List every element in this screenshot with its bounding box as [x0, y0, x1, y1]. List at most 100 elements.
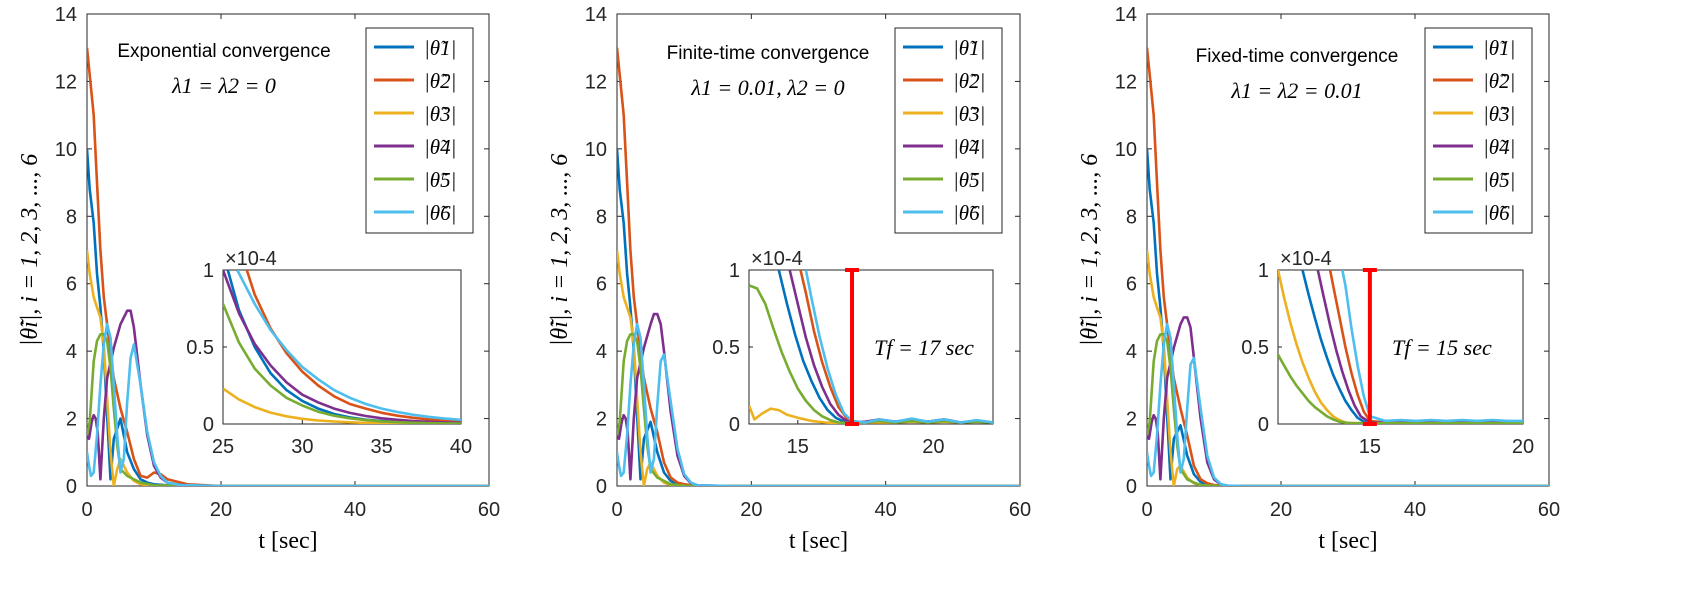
x-axis-label: t [sec] [789, 528, 848, 554]
y-tick-label: 2 [1126, 409, 1137, 431]
x-tick-label: 0 [611, 499, 622, 521]
inset-y-tick-label: 1 [203, 260, 214, 282]
series-lines [87, 47, 489, 486]
y-tick-label: 8 [596, 206, 607, 228]
annotation-params: λ1 = 0.01, λ2 = 0 [690, 75, 844, 100]
inset-exponent-label: ×10-4 [225, 248, 277, 270]
legend-label-2: |θ̃2| [1483, 69, 1515, 93]
legend: |θ̃1| |θ̃2| |θ̃3| |θ̃4| |θ̃5| |θ̃6| [365, 27, 474, 234]
legend-label-5: |θ̃5| [424, 168, 456, 192]
legend-label-1: |θ̃1| [424, 36, 456, 60]
legend: |θ̃1| |θ̃2| |θ̃3| |θ̃4| |θ̃5| |θ̃6| [1424, 27, 1533, 234]
y-axis-label: |θ̃i|, i = 1, 2, 3, ..., 6 [1077, 154, 1103, 347]
inset-y-tick-label: 0 [729, 414, 740, 436]
inset-y-tick-label: 0.5 [712, 337, 740, 359]
series-line-5 [617, 333, 1020, 486]
inset-series-line-5 [223, 303, 461, 424]
inset: 0 0.5 1 25 30 35 40 ×10-4 [186, 248, 472, 458]
x-tick-label: 20 [1270, 499, 1292, 521]
legend-label-4: |θ̃4| [1483, 135, 1515, 159]
annotation-params: λ1 = λ2 = 0.01 [1230, 78, 1362, 103]
series-line-6 [617, 322, 1020, 486]
y-tick-label: 0 [596, 476, 607, 498]
x-tick-label: 60 [1009, 499, 1031, 521]
y-axis-label: |θ̃i|, i = 1, 2, 3, ..., 6 [17, 154, 43, 347]
x-axis-label: t [sec] [258, 528, 317, 554]
y-tick-label: 6 [66, 274, 77, 296]
x-tick-label: 60 [1538, 499, 1560, 521]
inset-exponent-label: ×10-4 [1280, 248, 1332, 270]
series-lines [617, 47, 1020, 486]
y-tick-label: 8 [1126, 206, 1137, 228]
inset-series-line-6 [1341, 270, 1523, 423]
annotation-title: Exponential convergence [117, 41, 330, 62]
y-tick-label: 12 [1115, 71, 1137, 93]
y-tick-label: 10 [585, 139, 607, 161]
x-tick-label: 20 [740, 499, 762, 521]
legend-label-3: |θ̃3| [424, 102, 456, 126]
legend-label-1: |θ̃1| [1483, 36, 1515, 60]
legend-label-6: |θ̃6| [424, 201, 456, 225]
y-tick-label: 14 [55, 4, 77, 26]
legend-box [365, 27, 474, 234]
series-lines [1147, 47, 1549, 486]
x-tick-label: 40 [1404, 499, 1426, 521]
inset-series-line-6 [236, 270, 461, 422]
y-tick-label: 14 [585, 4, 607, 26]
y-tick-label: 4 [66, 341, 77, 363]
inset-series-line-4 [223, 270, 461, 424]
legend: |θ̃1| |θ̃2| |θ̃3| |θ̃4| |θ̃5| |θ̃6| [894, 27, 1003, 234]
inset-y-tick-label: 1 [729, 260, 740, 282]
inset-x-tick-label: 15 [1359, 436, 1381, 458]
settling-time-label: Tf = 17 sec [874, 335, 974, 360]
legend-label-6: |θ̃6| [953, 201, 985, 225]
y-tick-label: 0 [1126, 476, 1137, 498]
y-tick-label: 4 [596, 341, 607, 363]
x-tick-label: 40 [344, 499, 366, 521]
x-tick-label: 20 [210, 499, 232, 521]
legend-label-2: |θ̃2| [953, 69, 985, 93]
legend-label-5: |θ̃5| [953, 168, 985, 192]
inset-series-line-6 [804, 270, 993, 424]
inset-x-tick-label: 20 [922, 436, 944, 458]
y-tick-label: 2 [66, 409, 77, 431]
inset-series-lines [223, 270, 461, 424]
legend-label-1: |θ̃1| [953, 36, 985, 60]
series-line-6 [87, 322, 489, 486]
y-tick-label: 6 [596, 274, 607, 296]
inset-x-tick-label: 15 [787, 436, 809, 458]
inset-x-tick-label: 25 [212, 436, 234, 458]
inset-series-lines [1278, 270, 1523, 424]
inset: 0 0.5 1 15 20 ×10-4 Tf = 17 sec [712, 248, 994, 458]
legend-label-5: |θ̃5| [1483, 168, 1515, 192]
inset-series-line-5 [1278, 354, 1523, 424]
y-tick-label: 8 [66, 206, 77, 228]
annotation-params: λ1 = λ2 = 0 [171, 73, 276, 98]
series-line-2 [87, 47, 489, 486]
inset-exponent-label: ×10-4 [751, 248, 803, 270]
inset-y-tick-label: 1 [1258, 260, 1269, 282]
legend-box [894, 27, 1003, 234]
y-tick-label: 12 [585, 71, 607, 93]
inset: 0 0.5 1 15 20 ×10-4 Tf = 15 sec [1241, 248, 1534, 458]
inset-y-tick-label: 0.5 [1241, 337, 1269, 359]
inset-y-tick-label: 0.5 [186, 337, 214, 359]
series-line-5 [1147, 333, 1549, 486]
y-tick-label: 12 [55, 71, 77, 93]
legend-label-6: |θ̃6| [1483, 201, 1515, 225]
legend-label-2: |θ̃2| [424, 69, 456, 93]
inset-y-tick-label: 0 [203, 414, 214, 436]
y-axis-label: |θ̃i|, i = 1, 2, 3, ..., 6 [547, 154, 573, 347]
y-tick-label: 10 [55, 139, 77, 161]
legend-label-4: |θ̃4| [953, 135, 985, 159]
inset-y-tick-label: 0 [1258, 414, 1269, 436]
inset-x-tick-label: 40 [450, 436, 472, 458]
y-tick-label: 14 [1115, 4, 1137, 26]
y-tick-label: 0 [66, 476, 77, 498]
annotation-title: Finite-time convergence [667, 43, 870, 64]
legend-label-4: |θ̃4| [424, 135, 456, 159]
y-tick-label: 10 [1115, 139, 1137, 161]
x-tick-label: 0 [81, 499, 92, 521]
